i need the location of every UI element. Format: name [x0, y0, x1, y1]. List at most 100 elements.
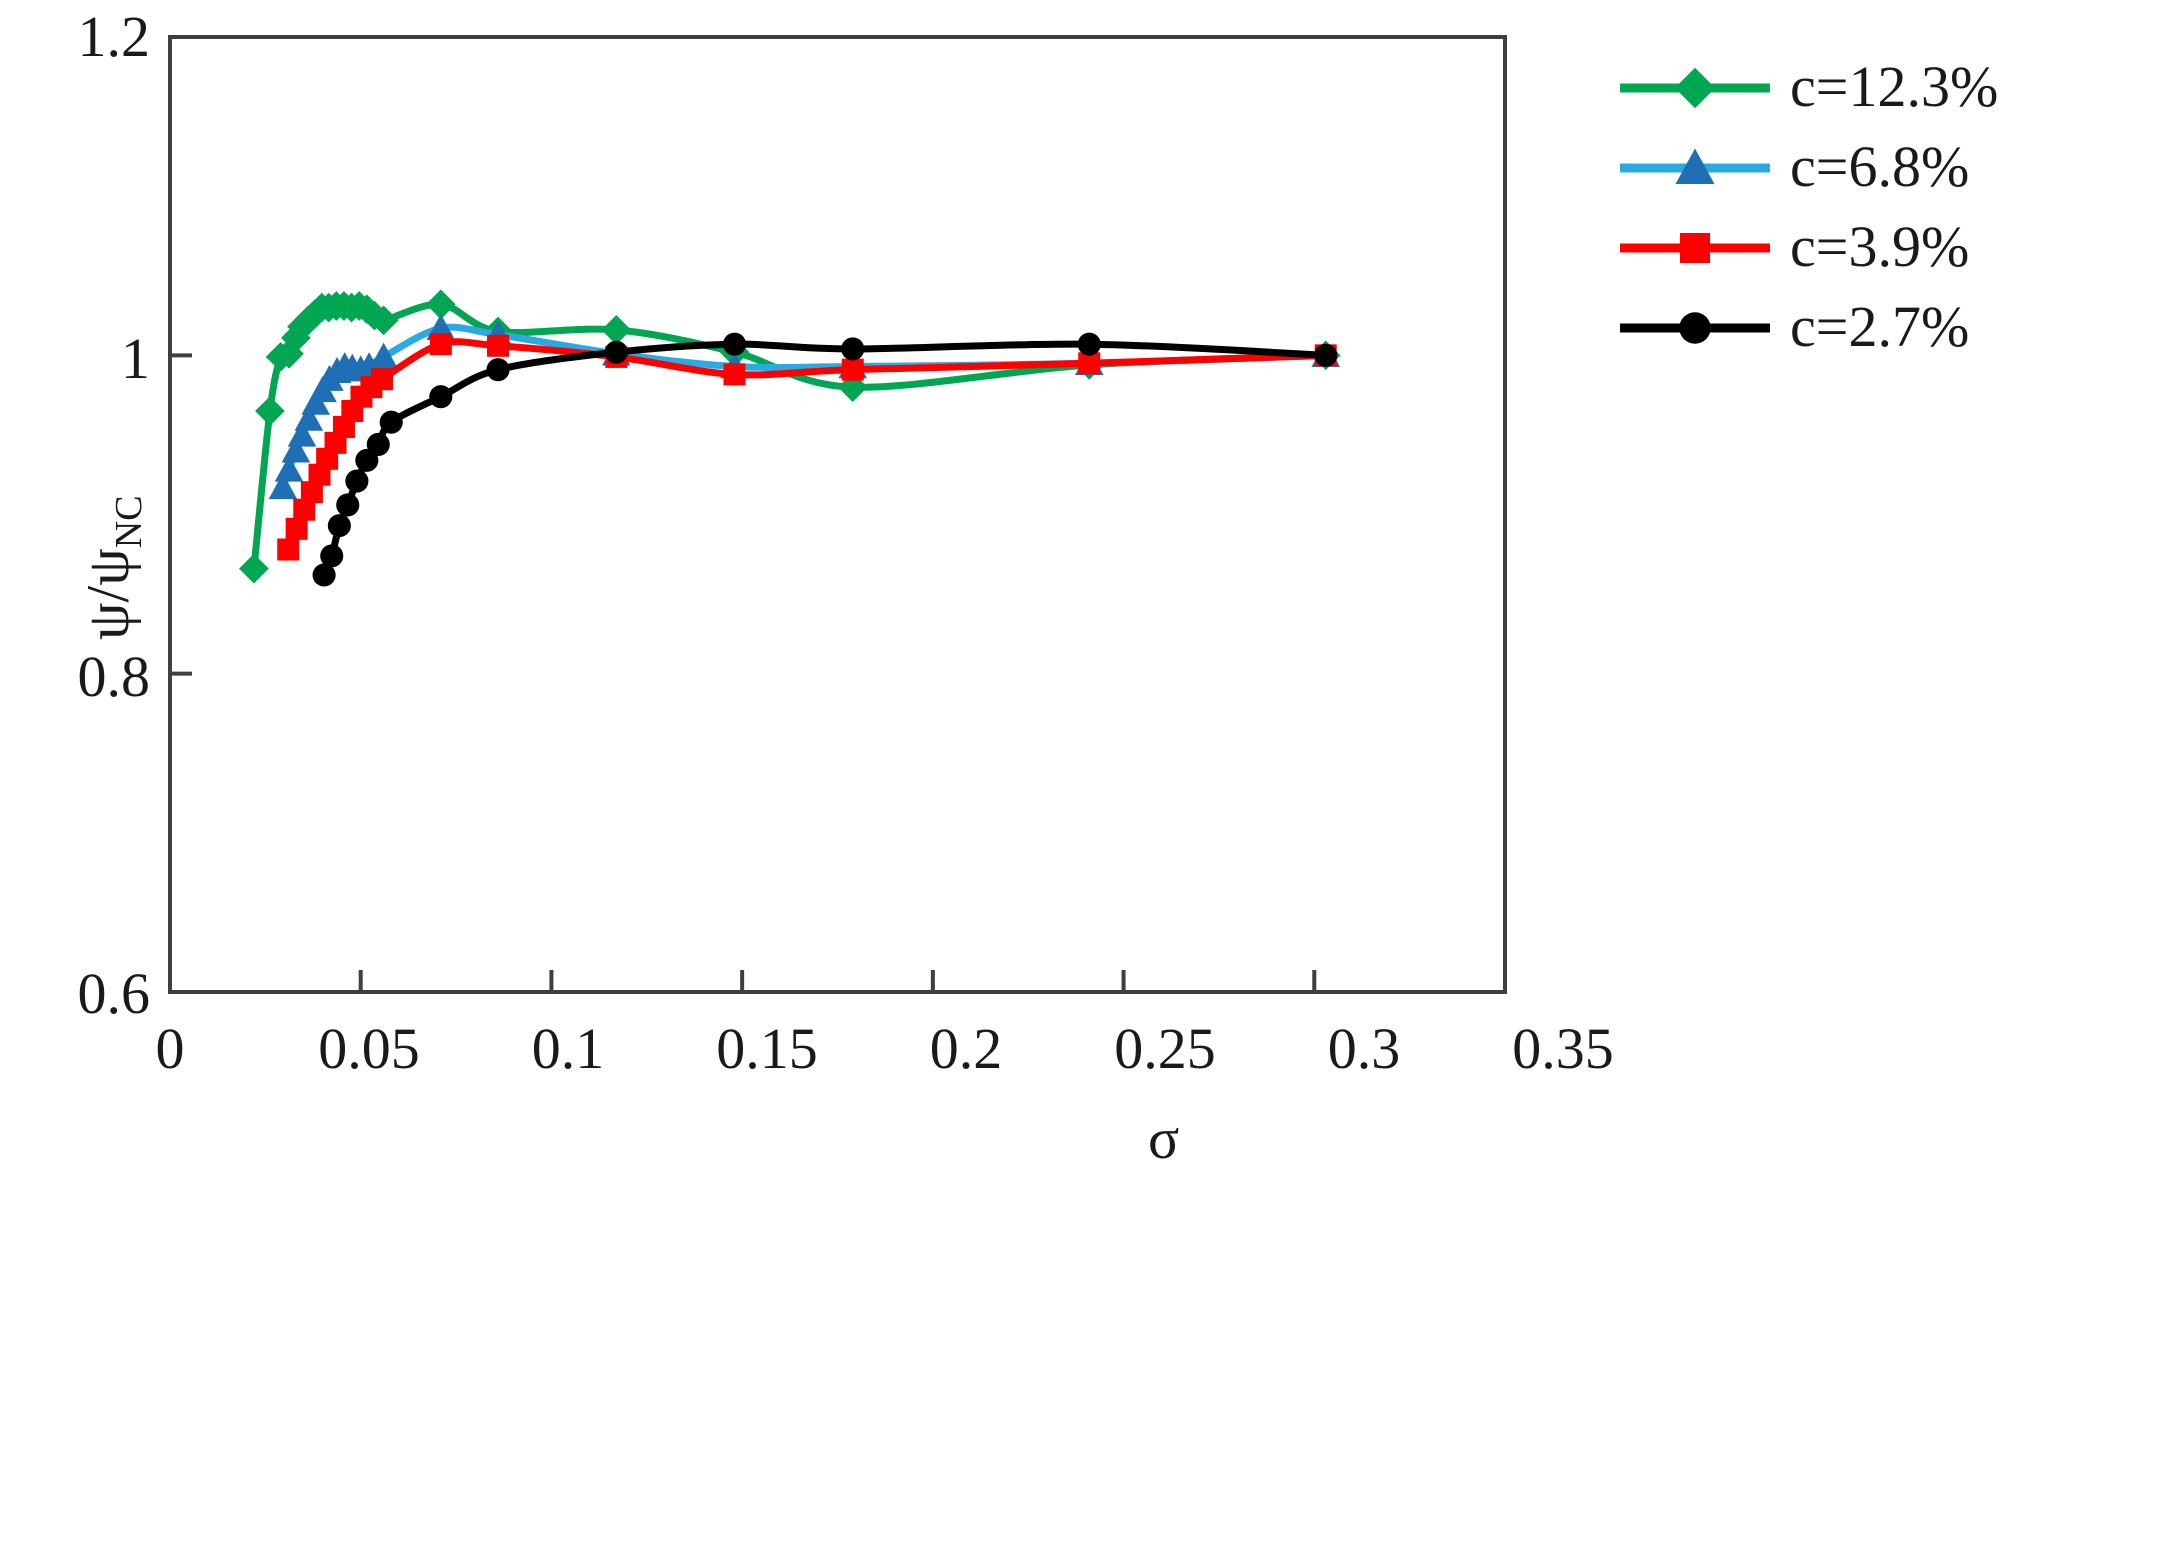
- data-point-circle-marker: [429, 385, 453, 409]
- data-point-diamond-marker: [306, 292, 337, 323]
- legend-label-c-12-3: c=12.3%: [1790, 54, 1999, 119]
- data-point-square-marker: [300, 481, 323, 504]
- data-point-diamond-marker: [719, 337, 750, 367]
- data-point-circle-marker: [366, 432, 390, 457]
- data-point-triangle-marker: [301, 388, 331, 415]
- data-point-square-marker: [293, 498, 316, 521]
- y-axis-title: ψ/ψNC: [75, 495, 150, 640]
- data-point-diamond-marker: [255, 396, 285, 426]
- data-point-triangle-marker: [346, 355, 376, 382]
- data-point-triangle-marker: [322, 356, 352, 383]
- series-line: [279, 323, 1330, 491]
- data-point-square-marker: [487, 334, 510, 357]
- x-tick-label-0-2: 0.2: [929, 1016, 1003, 1081]
- series-c39: [277, 333, 1337, 561]
- data-point-triangle-marker: [838, 352, 868, 379]
- legend-label-c-6-8: c=6.8%: [1790, 134, 1970, 199]
- data-point-circle-marker: [1314, 343, 1338, 367]
- data-point-square-marker: [285, 517, 308, 540]
- legend-label-c-2-7: c=2.7%: [1790, 294, 1970, 359]
- data-point-diamond-marker: [265, 342, 296, 372]
- data-point-square-marker: [308, 463, 331, 486]
- data-point-triangle-marker: [287, 420, 317, 447]
- data-point-circle-marker: [355, 448, 379, 472]
- data-point-triangle-marker: [426, 313, 456, 341]
- data-point-diamond-marker: [1310, 340, 1341, 371]
- data-point-triangle-marker: [338, 353, 367, 380]
- data-point-square-marker: [1680, 233, 1710, 263]
- data-point-diamond-marker: [274, 338, 304, 369]
- data-point-triangle-marker: [294, 404, 324, 431]
- data-point-diamond-marker: [368, 305, 399, 336]
- series-line: [320, 340, 1330, 579]
- x-tick-label-0-3: 0.3: [1327, 1016, 1401, 1081]
- data-point-diamond-marker: [293, 305, 323, 336]
- data-point-square-marker: [350, 385, 373, 408]
- data-point-circle-marker: [379, 410, 403, 434]
- data-point-triangle-marker: [281, 436, 311, 463]
- data-point-diamond-marker: [287, 311, 317, 342]
- x-tick-label-0-35: 0.35: [1512, 1016, 1614, 1081]
- data-point-diamond-marker: [483, 316, 513, 347]
- data-point-triangle-marker: [330, 352, 359, 379]
- data-point-diamond-marker: [321, 291, 352, 321]
- data-point-diamond-marker: [1074, 350, 1105, 380]
- legend-symbols: [1620, 67, 1770, 344]
- data-point-diamond-marker: [239, 553, 269, 584]
- data-point-circle-marker: [722, 332, 747, 356]
- data-point-circle-marker: [327, 514, 351, 538]
- data-point-square-marker: [429, 333, 452, 356]
- data-point-triangle-marker: [483, 320, 513, 347]
- legend-label-c-3-9: c=3.9%: [1790, 214, 1970, 279]
- data-point-diamond-marker: [300, 299, 330, 329]
- data-point-circle-marker: [1679, 312, 1711, 344]
- data-point-circle-marker: [841, 337, 865, 361]
- x-tick-label-0-05: 0.05: [318, 1016, 420, 1081]
- data-point-diamond-marker: [329, 291, 359, 321]
- data-point-square-marker: [723, 363, 746, 386]
- series-c123: [239, 289, 1341, 584]
- data-point-circle-marker: [1077, 332, 1101, 356]
- series-line: [250, 300, 1330, 573]
- series-line: [284, 338, 1330, 554]
- data-point-diamond-marker: [313, 292, 344, 323]
- data-point-diamond-marker: [359, 300, 390, 331]
- y-tick-label-1: 1: [121, 326, 150, 391]
- data-point-circle-marker: [320, 544, 344, 568]
- data-point-square-marker: [371, 368, 394, 391]
- data-point-diamond-marker: [351, 294, 382, 325]
- data-point-diamond-marker: [837, 372, 868, 403]
- series-c68: [268, 313, 1341, 500]
- data-point-square-marker: [316, 447, 339, 470]
- data-point-triangle-marker: [354, 352, 384, 379]
- data-point-circle-marker: [312, 563, 336, 587]
- data-point-circle-marker: [336, 493, 360, 517]
- data-point-square-marker: [341, 400, 364, 423]
- data-point-square-marker: [1314, 344, 1337, 367]
- data-point-triangle-marker: [274, 455, 304, 482]
- data-point-triangle-marker: [720, 352, 749, 379]
- data-point-square-marker: [324, 431, 347, 454]
- data-point-diamond-marker: [601, 315, 632, 345]
- data-point-diamond-marker: [281, 322, 311, 353]
- y-tick-label-0-8: 0.8: [77, 644, 151, 709]
- y-tick-label-1-2: 1.2: [77, 4, 151, 69]
- data-point-circle-marker: [345, 469, 369, 493]
- y-axis-title-main: ψ/ψ: [75, 548, 141, 640]
- data-point-triangle-marker: [1311, 341, 1341, 368]
- data-point-square-marker: [360, 376, 383, 399]
- y-axis-title-subscript: NC: [108, 495, 150, 549]
- plot-frame: [168, 35, 1507, 994]
- data-point-square-marker: [841, 358, 864, 381]
- data-point-triangle-marker: [369, 342, 398, 369]
- x-tick-marks: [168, 970, 1507, 992]
- data-point-diamond-marker: [425, 289, 456, 320]
- data-point-triangle-marker: [1675, 148, 1715, 184]
- x-tick-label-0: 0: [155, 1016, 185, 1081]
- data-point-diamond-marker: [344, 291, 375, 321]
- data-point-circle-marker: [486, 358, 510, 382]
- data-point-triangle-marker: [601, 339, 631, 366]
- data-point-circle-marker: [604, 340, 628, 364]
- data-point-diamond-marker: [336, 292, 367, 323]
